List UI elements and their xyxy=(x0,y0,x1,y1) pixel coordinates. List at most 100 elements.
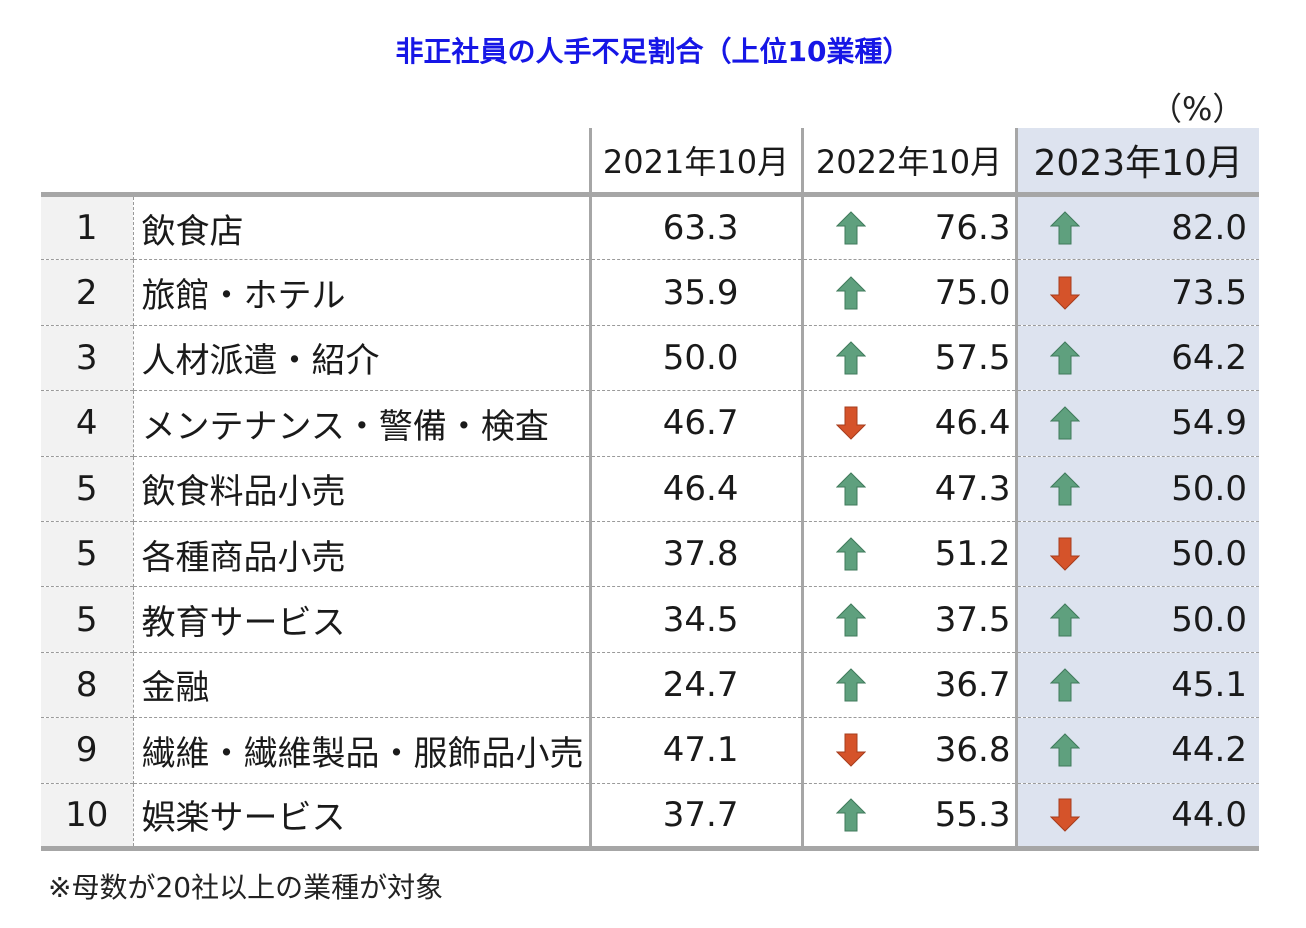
table-row: 5 飲食料品小売 46.4 47.3 50.0 xyxy=(41,456,1259,522)
value-text: 54.9 xyxy=(1171,403,1247,444)
value-2021-cell: 24.7 xyxy=(588,652,802,718)
industry-cell: 金融 xyxy=(141,668,210,709)
value-2023-cell: 64.2 xyxy=(1014,325,1259,391)
chart-title: 非正社員の人手不足割合（上位10業種） xyxy=(395,35,911,68)
arrow-up-icon xyxy=(1049,602,1080,637)
table-row: 4 メンテナンス・警備・検査 46.7 46.4 54.9 xyxy=(41,390,1259,457)
arrow-down-icon xyxy=(1049,798,1080,832)
value-2021-cell: 63.3 xyxy=(588,194,802,260)
rank-cell: 8 xyxy=(41,652,134,718)
value-2021-cell: 46.7 xyxy=(588,390,802,457)
value-2023-cell: 45.1 xyxy=(1014,652,1259,718)
industry-cell: 各種商品小売 xyxy=(141,537,346,578)
table-row: 3 人材派遣・紹介 50.0 57.5 64.2 xyxy=(41,325,1259,391)
value-2023-cell: 44.0 xyxy=(1014,783,1259,849)
unit-label: （%） xyxy=(1150,90,1245,128)
value-2022-cell: 47.3 xyxy=(800,456,1016,522)
value-2022-cell: 75.0 xyxy=(800,259,1016,326)
value-text: 46.4 xyxy=(934,403,1011,444)
rank-cell: 1 xyxy=(41,194,134,260)
arrow-up-icon xyxy=(1049,668,1080,702)
industry-cell: 飲食料品小売 xyxy=(141,472,346,513)
table-row: 8 金融 24.7 36.7 45.1 xyxy=(41,652,1259,718)
column-header-2023: 2023年10月 xyxy=(1014,128,1259,195)
industry-cell: 娯楽サービス xyxy=(141,798,346,839)
value-2021-cell: 46.4 xyxy=(588,456,802,522)
arrow-up-icon xyxy=(835,602,866,637)
arrow-up-icon xyxy=(835,211,866,245)
value-text: 57.5 xyxy=(934,337,1011,378)
value-2022-cell: 36.7 xyxy=(800,652,1016,718)
value-2023-cell: 44.2 xyxy=(1014,717,1259,784)
value-2021-cell: 50.0 xyxy=(588,325,802,391)
value-2022-cell: 76.3 xyxy=(800,194,1016,260)
value-text: 47.3 xyxy=(934,468,1011,509)
value-text: 50.0 xyxy=(1171,534,1247,575)
arrow-up-icon xyxy=(1049,341,1080,375)
industry-cell: 繊維・繊維製品・服飾品小売 xyxy=(141,733,584,774)
value-text: 73.5 xyxy=(1171,272,1247,313)
arrow-up-icon xyxy=(1049,211,1080,245)
arrow-down-icon xyxy=(1049,276,1080,310)
arrow-up-icon xyxy=(835,275,866,310)
value-text: 44.0 xyxy=(1171,794,1247,835)
table-row: 5 教育サービス 34.5 37.5 50.0 xyxy=(41,586,1259,653)
value-text: 82.0 xyxy=(1171,208,1247,249)
value-2021-cell: 35.9 xyxy=(588,259,802,326)
value-text: 75.0 xyxy=(934,272,1011,313)
header-row: 2021年10月 2022年10月 2023年10月 xyxy=(41,128,1259,195)
value-text: 37.5 xyxy=(934,599,1011,640)
value-2021-cell: 34.5 xyxy=(588,586,802,653)
value-2022-cell: 57.5 xyxy=(800,325,1016,391)
value-2023-cell: 50.0 xyxy=(1014,586,1259,653)
value-2021-cell: 37.8 xyxy=(588,521,802,587)
table-body: 1 飲食店 63.3 76.3 82.0 2 旅館・ホテル 35.9 75.0 73.5 3 人材派遣… xyxy=(41,194,1259,849)
value-2023-cell: 73.5 xyxy=(1014,259,1259,326)
value-2023-cell: 50.0 xyxy=(1014,456,1259,522)
value-2022-cell: 46.4 xyxy=(800,390,1016,457)
arrow-up-icon xyxy=(835,537,866,571)
value-text: 51.2 xyxy=(934,534,1011,575)
rank-cell: 10 xyxy=(41,783,134,849)
value-text: 55.3 xyxy=(934,794,1011,835)
table-row: 10 娯楽サービス 37.7 55.3 44.0 xyxy=(41,783,1259,849)
arrow-up-icon xyxy=(1049,472,1080,506)
value-2023-cell: 54.9 xyxy=(1014,390,1259,457)
rank-cell: 5 xyxy=(41,456,134,522)
arrow-up-icon xyxy=(835,797,866,832)
arrow-down-icon xyxy=(835,733,866,768)
value-2023-cell: 50.0 xyxy=(1014,521,1259,587)
value-2021-cell: 47.1 xyxy=(588,717,802,784)
value-text: 36.8 xyxy=(934,730,1011,771)
column-header-2022: 2022年10月 xyxy=(800,128,1016,195)
value-text: 50.0 xyxy=(1171,599,1247,640)
value-2022-cell: 36.8 xyxy=(800,717,1016,784)
value-text: 44.2 xyxy=(1171,730,1247,771)
rank-cell: 5 xyxy=(41,521,134,587)
rank-cell: 5 xyxy=(41,586,134,653)
industry-cell: 人材派遣・紹介 xyxy=(141,341,380,382)
arrow-up-icon xyxy=(835,341,866,375)
value-text: 76.3 xyxy=(934,208,1011,249)
arrow-up-icon xyxy=(835,668,866,702)
rank-cell: 2 xyxy=(41,259,134,326)
industry-cell: メンテナンス・警備・検査 xyxy=(141,406,549,447)
value-text: 36.7 xyxy=(934,664,1011,705)
ranking-table: 2021年10月 2022年10月 2023年10月 1 飲食店 63.3 76.3 8… xyxy=(41,128,1259,851)
footnote: ※母数が20社以上の業種が対象 xyxy=(48,871,444,904)
table-row: 9 繊維・繊維製品・服飾品小売 47.1 36.8 44.2 xyxy=(41,717,1259,784)
value-text: 45.1 xyxy=(1171,664,1247,705)
industry-cell: 飲食店 xyxy=(141,211,244,252)
value-2021-cell: 37.7 xyxy=(588,783,802,849)
arrow-down-icon xyxy=(835,406,866,441)
value-2023-cell: 82.0 xyxy=(1014,194,1259,260)
arrow-up-icon xyxy=(835,472,866,506)
arrow-up-icon xyxy=(1049,406,1080,440)
value-text: 50.0 xyxy=(1171,468,1247,509)
header-spacer xyxy=(41,128,590,195)
rank-cell: 3 xyxy=(41,325,134,391)
industry-cell: 旅館・ホテル xyxy=(141,276,346,317)
value-text: 64.2 xyxy=(1171,337,1247,378)
table-row: 5 各種商品小売 37.8 51.2 50.0 xyxy=(41,521,1259,587)
rank-cell: 4 xyxy=(41,390,134,457)
